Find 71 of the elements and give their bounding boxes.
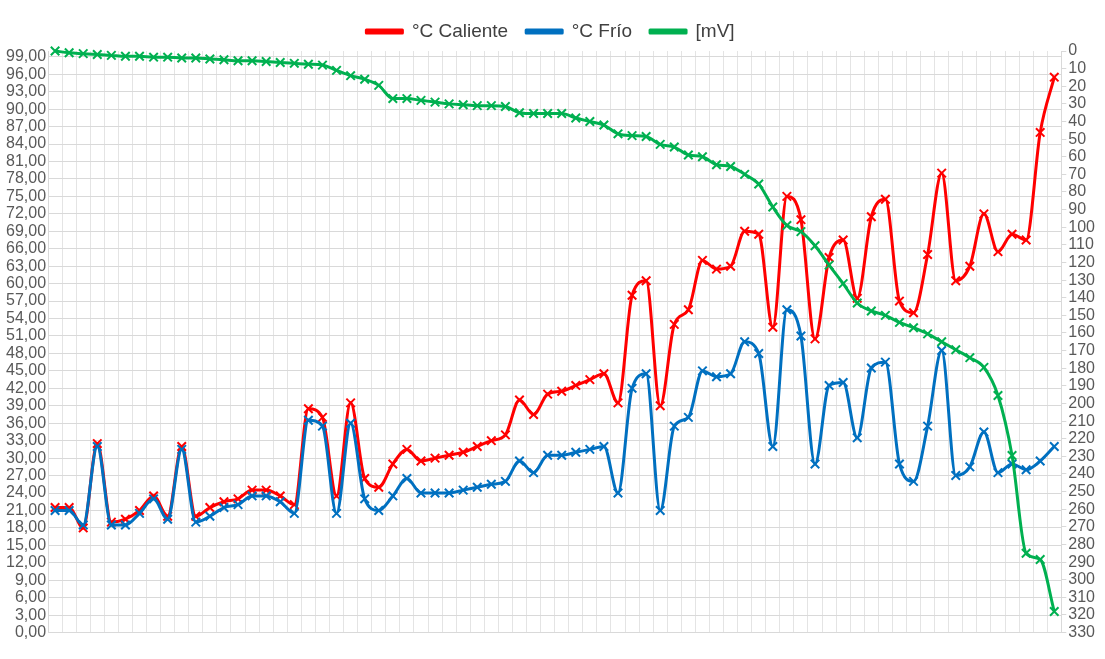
y2-tick-label: 230 [1068, 446, 1096, 464]
y2-tick-label: 310 [1068, 587, 1096, 605]
y2-tick-label: 220 [1068, 429, 1096, 447]
y-tick-label: 36,00 [5, 413, 47, 431]
y2-tick-label: 40 [1068, 111, 1087, 129]
y-tick-label: 72,00 [5, 204, 47, 222]
y-tick-label: 48,00 [5, 343, 47, 361]
y-tick-label: 39,00 [5, 396, 47, 414]
y-tick-label: 75,00 [5, 186, 47, 204]
y-tick-label: 27,00 [5, 465, 47, 483]
y2-tick-label: 20 [1068, 76, 1087, 94]
legend-label: °C Caliente [411, 19, 509, 41]
y2-tick-label: 80 [1068, 182, 1087, 200]
y2-tick-label: 130 [1068, 270, 1096, 288]
y2-tick-label: 60 [1068, 147, 1087, 165]
y2-tick-label: 0 [1068, 41, 1078, 59]
y2-tick-label: 270 [1068, 517, 1096, 535]
y-tick-label: 33,00 [5, 431, 47, 449]
legend-label: [mV] [695, 19, 735, 41]
y2-tick-label: 110 [1068, 235, 1094, 253]
y2-tick-label: 120 [1068, 252, 1096, 270]
y2-tick-label: 290 [1068, 552, 1096, 570]
y-tick-label: 15,00 [5, 535, 47, 553]
y-tick-label: 60,00 [5, 274, 47, 292]
y2-tick-label: 300 [1068, 570, 1096, 588]
y-tick-label: 51,00 [5, 326, 47, 344]
y-tick-label: 45,00 [5, 361, 47, 379]
y-tick-label: 99,00 [5, 47, 47, 65]
y2-tick-label: 330 [1068, 623, 1096, 641]
y2-tick-label: 170 [1068, 341, 1096, 359]
y-tick-label: 96,00 [5, 64, 47, 82]
y2-tick-label: 140 [1068, 288, 1096, 306]
y-tick-label: 30,00 [5, 448, 47, 466]
y2-tick-label: 50 [1068, 129, 1087, 147]
y-tick-label: 57,00 [5, 291, 47, 309]
legend-label: °C Frío [571, 19, 633, 41]
y-tick-label: 18,00 [5, 518, 47, 536]
y2-tick-label: 190 [1068, 376, 1096, 394]
y2-tick-label: 210 [1068, 411, 1096, 429]
y2-tick-label: 200 [1068, 393, 1096, 411]
y-tick-label: 21,00 [5, 500, 47, 518]
y2-tick-label: 240 [1068, 464, 1096, 482]
y2-tick-label: 250 [1068, 482, 1096, 500]
y-tick-label: 3,00 [14, 605, 47, 623]
y2-tick-label: 30 [1068, 94, 1087, 112]
y2-tick-label: 180 [1068, 358, 1096, 376]
y2-tick-label: 100 [1068, 217, 1096, 235]
y-tick-label: 54,00 [5, 308, 47, 326]
y-tick-label: 90,00 [5, 99, 47, 117]
y-tick-label: 66,00 [5, 239, 47, 257]
y-tick-label: 0,00 [14, 623, 47, 641]
y2-tick-label: 70 [1068, 164, 1087, 182]
y-tick-label: 93,00 [5, 82, 47, 100]
y2-tick-label: 320 [1068, 605, 1096, 623]
y2-tick-label: 260 [1068, 499, 1096, 517]
y2-tick-label: 160 [1068, 323, 1096, 341]
y-tick-label: 81,00 [5, 151, 47, 169]
y-tick-label: 24,00 [5, 483, 47, 501]
y-tick-label: 69,00 [5, 221, 47, 239]
y-tick-label: 42,00 [5, 378, 47, 396]
y-tick-label: 87,00 [5, 117, 47, 135]
y2-tick-label: 150 [1068, 305, 1096, 323]
y2-tick-label: 280 [1068, 534, 1096, 552]
y-tick-label: 84,00 [5, 134, 47, 152]
y-tick-label: 12,00 [5, 553, 47, 571]
y2-tick-label: 10 [1068, 59, 1087, 77]
y2-tick-label: 90 [1068, 200, 1087, 218]
y-tick-label: 9,00 [14, 570, 47, 588]
y-tick-label: 78,00 [5, 169, 47, 187]
y-tick-label: 6,00 [14, 588, 47, 606]
y-tick-label: 63,00 [5, 256, 47, 274]
